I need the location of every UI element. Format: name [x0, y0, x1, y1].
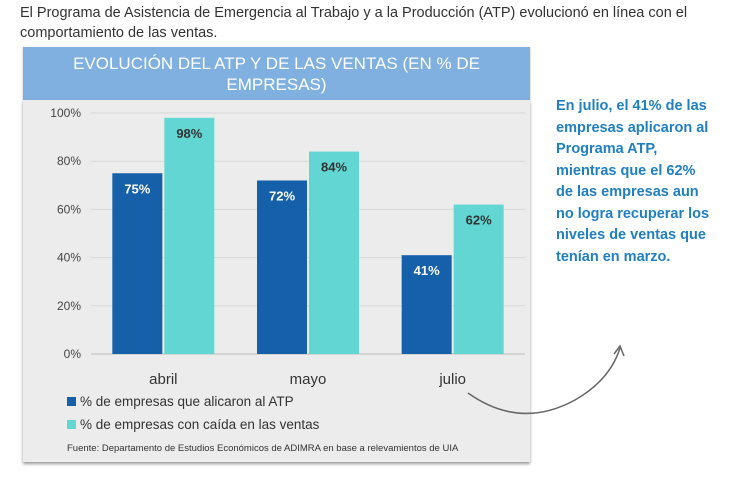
- y-tick-label: 40%: [57, 251, 81, 265]
- legend-item-atp: % de empresas que alicaron al ATP: [67, 394, 294, 409]
- chart-title: EVOLUCIÓN DEL ATP Y DE LAS VENTAS (EN % …: [23, 47, 530, 100]
- data-label: 75%: [124, 181, 150, 196]
- x-tick-label: abril: [149, 371, 177, 388]
- callout-text: En julio, el 41% de las empresas aplicar…: [556, 98, 710, 265]
- legend-item-ventas: % de empresas con caída en las ventas: [67, 417, 319, 432]
- legend-label: % de empresas que alicaron al ATP: [80, 394, 294, 409]
- bar: [164, 117, 215, 354]
- bar: [309, 151, 359, 354]
- x-tick-label: julio: [438, 371, 466, 388]
- bar: [453, 204, 504, 354]
- data-label: 72%: [269, 188, 295, 203]
- y-tick-label: 80%: [57, 154, 81, 168]
- intro-text: El Programa de Asistencia de Emergencia …: [20, 5, 688, 41]
- bar: [401, 255, 452, 354]
- y-tick-label: 0%: [64, 347, 82, 361]
- data-label: 98%: [176, 126, 202, 141]
- y-tick-label: 60%: [57, 202, 81, 216]
- x-tick-label: mayo: [290, 371, 327, 388]
- source-note: Fuente: Departamento de Estudios Económi…: [67, 443, 459, 454]
- legend-label: % de empresas con caída en las ventas: [80, 417, 320, 432]
- data-label: 84%: [321, 160, 347, 175]
- legend-swatch: [67, 397, 76, 406]
- bar-chart: 0% 20% 40% 60% 80% 100% 75% 98% abril 72% 84% mayo 4…: [50, 106, 525, 388]
- bar: [112, 173, 163, 354]
- chart-panel: 0% 20% 40% 60% 80% 100% 75% 98% abril 72% 84% mayo 4…: [23, 100, 530, 462]
- legend-swatch: [67, 420, 76, 429]
- bar: [257, 180, 307, 354]
- data-label: 62%: [466, 213, 492, 228]
- y-tick-label: 20%: [57, 299, 81, 313]
- y-tick-label: 100%: [50, 106, 81, 120]
- data-label: 41%: [414, 263, 440, 278]
